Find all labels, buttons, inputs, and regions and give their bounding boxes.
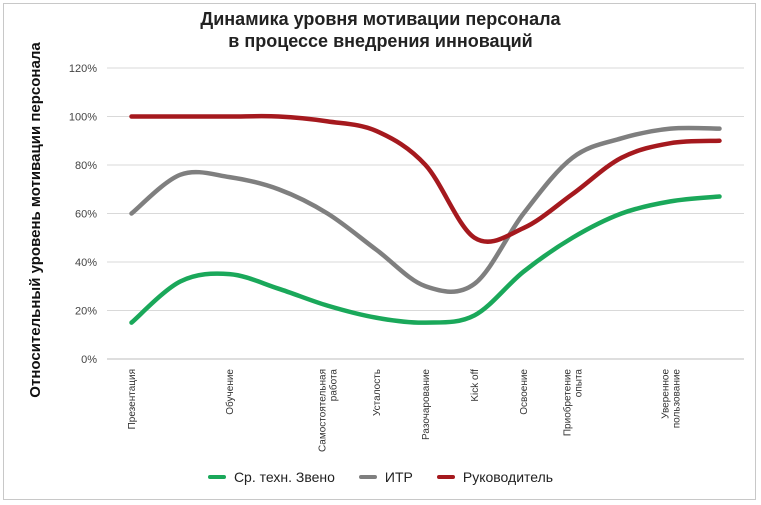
x-category-label: Презентация (127, 369, 138, 429)
y-tick-label: 40% (75, 257, 97, 269)
x-category-label-line: работа (328, 369, 340, 402)
legend-swatch (436, 475, 455, 479)
series-line-0 (129, 194, 722, 325)
grid-lines (107, 67, 744, 360)
x-category-label-line: опыта (574, 369, 585, 398)
x-category-label-line: Разочарование (421, 369, 432, 440)
legend-label: Ср. техн. Звено (233, 469, 335, 485)
x-category-label-line: Обучение (224, 369, 236, 415)
legend-item: ИТР (358, 469, 413, 485)
x-category-label: Kick off (470, 369, 481, 402)
x-category-label-line: Приобретение (562, 369, 574, 437)
y-tick-label: 60% (75, 209, 97, 221)
series-line-2 (129, 113, 722, 244)
legend-swatch (207, 475, 226, 479)
legend-swatch (358, 475, 377, 479)
y-tick-label: 120% (69, 63, 97, 75)
x-category-label-line: Усталость (372, 369, 383, 416)
x-category-label-line: пользование (672, 369, 683, 429)
chart-title: Динамика уровня мотивации персонала в пр… (0, 8, 761, 52)
x-category-label-line: Освоение (519, 369, 530, 415)
x-category-label: Усталость (372, 369, 383, 416)
chart-title-line1: Динамика уровня мотивации персонала (200, 9, 561, 29)
y-tick-labels: 0% 20% 40% 60% 80% 100% 120% (69, 63, 97, 366)
legend-label: Руководитель (462, 469, 554, 485)
y-tick-label: 20% (75, 306, 97, 318)
legend-item: Руководитель (436, 469, 554, 485)
x-category-label-line: Самостоятельная (318, 369, 329, 452)
y-axis-label: Относительный уровень мотивации персонал… (27, 42, 44, 398)
chart-legend: Ср. техн. Звено ИТР Руководитель (0, 466, 761, 488)
legend-label: ИТР (384, 469, 413, 485)
x-category-labels: Презентация Обучение Самостоятельная работа… (127, 369, 683, 452)
x-category-label-line: Уверенное (661, 369, 672, 419)
x-category-label: Самостоятельная работа (318, 369, 340, 452)
x-category-label: Обучение (224, 369, 236, 415)
y-tick-label: 80% (75, 160, 97, 172)
x-category-label: Уверенное пользование (661, 369, 683, 429)
x-category-label: Освоение (519, 369, 530, 415)
x-category-label-line: Презентация (127, 369, 138, 429)
legend-item: Ср. техн. Звено (207, 469, 335, 485)
x-category-label-line: Kick off (470, 369, 481, 402)
x-category-label: Приобретение опыта (562, 369, 585, 437)
x-category-label: Разочарование (421, 369, 432, 440)
chart-title-line2: в процессе внедрения инноваций (228, 31, 533, 51)
y-tick-label: 100% (69, 112, 97, 124)
y-tick-label: 0% (81, 354, 97, 366)
series-lines (129, 113, 722, 325)
series-line-1 (129, 125, 722, 294)
